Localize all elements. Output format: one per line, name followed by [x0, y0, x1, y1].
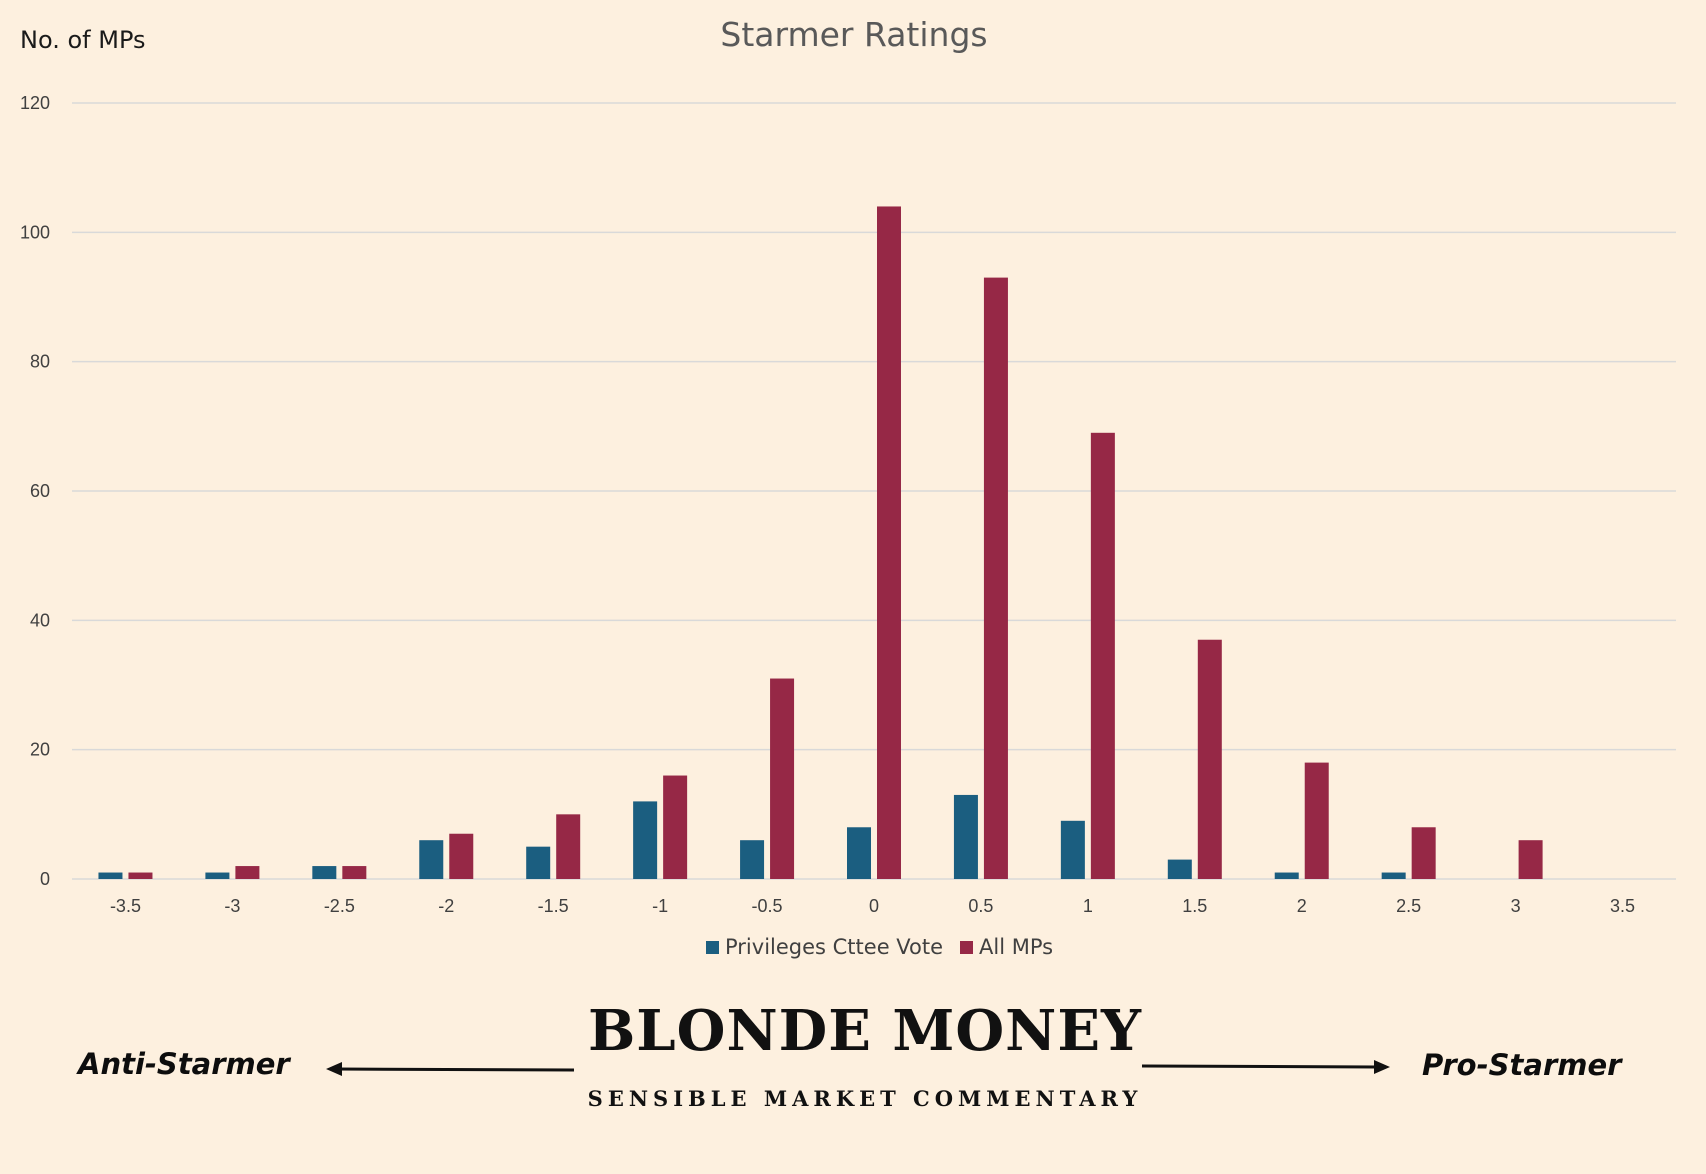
- brand-logo-name: BLONDE MONEY: [587, 998, 1143, 1064]
- x-tick-label: 1: [1083, 896, 1093, 916]
- y-tick-label: 100: [20, 222, 50, 242]
- gridlines: [72, 102, 1676, 880]
- bar-all-mps: [1304, 762, 1329, 879]
- bar-privileges-cttee-vote: [740, 840, 765, 879]
- bar-all-mps: [770, 678, 795, 879]
- bar-all-mps: [556, 814, 581, 879]
- x-tick-label: -3.5: [110, 896, 141, 916]
- y-axis-label: No. of MPs: [20, 26, 146, 54]
- x-tick-label: 3: [1511, 896, 1521, 916]
- y-tick-label: 60: [30, 481, 50, 501]
- pro-starmer-label: Pro-Starmer: [1422, 1048, 1622, 1082]
- bar-all-mps: [983, 277, 1008, 880]
- legend: Privileges Cttee Vote All MPs: [706, 935, 1053, 959]
- bar-privileges-cttee-vote: [98, 872, 123, 879]
- x-tick-label: -0.5: [752, 896, 783, 916]
- bar-privileges-cttee-vote: [1381, 872, 1406, 879]
- bar-all-mps: [235, 866, 260, 879]
- bars: [98, 206, 1543, 880]
- x-axis-ticks: -3.5 -3 -2.5 -2 -1.5 -1 -0.5 0 0.5 1 1.5 2 2.5 3 3.5: [110, 896, 1635, 916]
- bar-privileges-cttee-vote: [953, 794, 978, 879]
- x-tick-label: -1.5: [538, 896, 569, 916]
- legend-label: Privileges Cttee Vote: [725, 935, 943, 959]
- bar-all-mps: [1411, 827, 1436, 879]
- bar-privileges-cttee-vote: [419, 840, 444, 879]
- legend-swatch: [960, 941, 973, 954]
- y-tick-label: 120: [20, 93, 50, 113]
- bar-privileges-cttee-vote: [1274, 872, 1299, 879]
- legend-label: All MPs: [979, 935, 1053, 959]
- left-arrow-icon: [326, 1062, 575, 1076]
- bar-all-mps: [1090, 432, 1115, 879]
- bar-all-mps: [128, 872, 153, 879]
- anti-starmer-label: Anti-Starmer: [78, 1047, 290, 1081]
- y-tick-label: 80: [30, 352, 50, 372]
- y-tick-label: 20: [30, 740, 50, 760]
- bar-privileges-cttee-vote: [847, 827, 871, 879]
- x-tick-label: 0.5: [968, 896, 993, 916]
- bar-all-mps: [342, 866, 367, 879]
- bar-privileges-cttee-vote: [1060, 820, 1085, 879]
- x-tick-label: 2: [1297, 896, 1307, 916]
- x-tick-label: 2.5: [1396, 896, 1421, 916]
- legend-swatch: [706, 941, 719, 954]
- bar-privileges-cttee-vote: [1167, 859, 1192, 879]
- bar-all-mps: [449, 833, 474, 879]
- x-tick-label: 0: [869, 896, 879, 916]
- x-tick-label: -2: [438, 896, 454, 916]
- chart-title: Starmer Ratings: [720, 15, 987, 54]
- x-tick-label: -1: [652, 896, 668, 916]
- bar-privileges-cttee-vote: [312, 866, 337, 879]
- y-tick-label: 0: [40, 869, 50, 889]
- bar-all-mps: [1518, 840, 1543, 879]
- x-tick-label: -3: [224, 896, 240, 916]
- bar-all-mps: [1197, 639, 1222, 879]
- y-axis-ticks: 0 20 40 60 80 100 120: [20, 93, 50, 889]
- bar-all-mps: [877, 206, 901, 879]
- bar-privileges-cttee-vote: [205, 872, 230, 879]
- right-arrow-icon: [1141, 1060, 1390, 1074]
- bar-privileges-cttee-vote: [526, 846, 551, 879]
- x-tick-label: 1.5: [1182, 896, 1207, 916]
- x-tick-label: 3.5: [1610, 896, 1635, 916]
- y-tick-label: 40: [30, 610, 50, 630]
- x-tick-label: -2.5: [324, 896, 355, 916]
- brand-logo-tagline: SENSIBLE MARKET COMMENTARY: [587, 1086, 1143, 1111]
- bar-privileges-cttee-vote: [633, 801, 658, 879]
- bar-all-mps: [663, 775, 688, 879]
